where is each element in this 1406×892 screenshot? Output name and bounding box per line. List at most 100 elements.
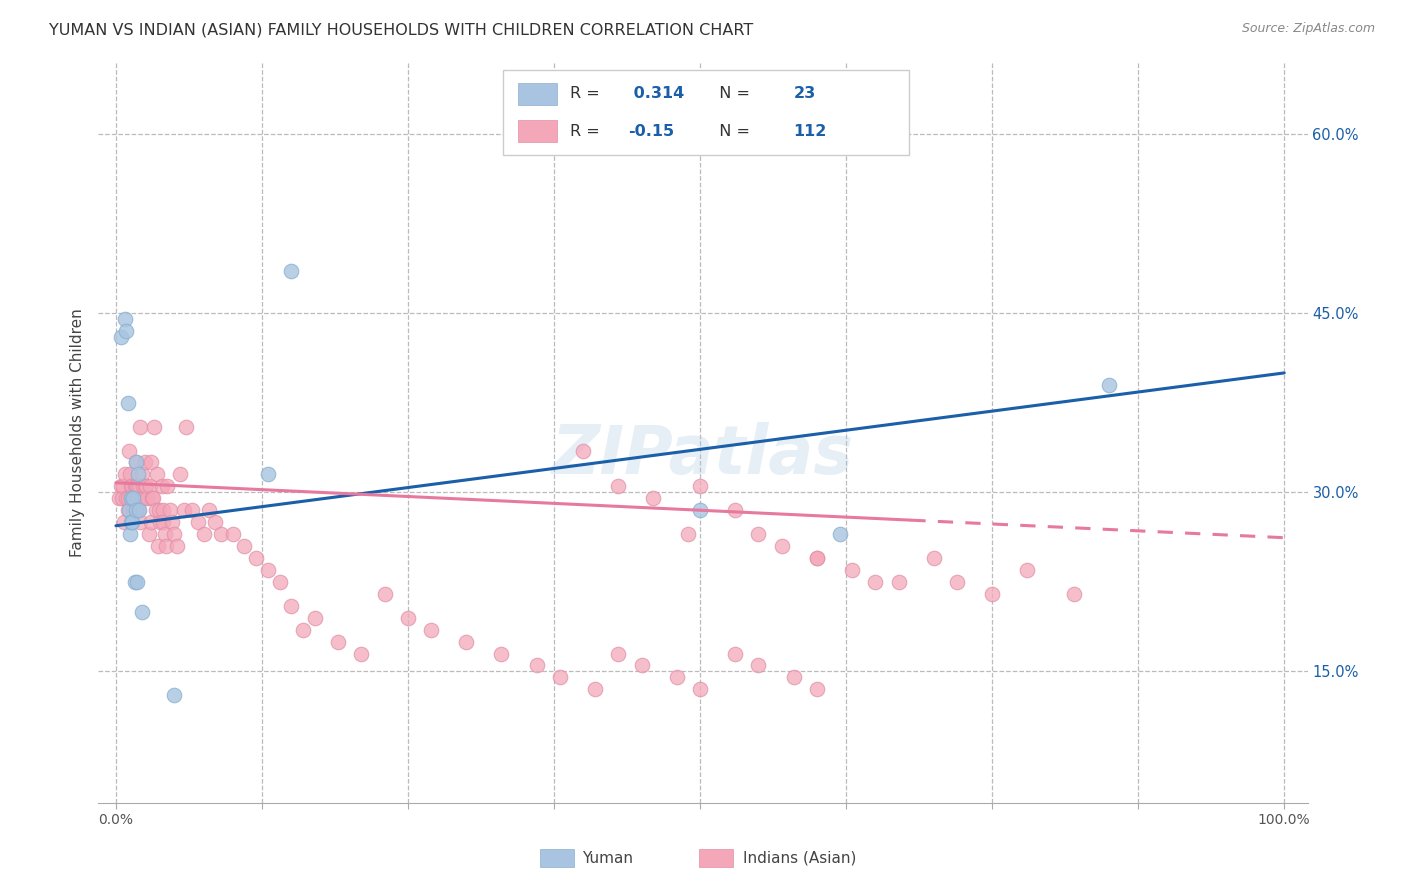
- Point: [678, 527, 700, 541]
- Point: [163, 689, 186, 703]
- Point: [131, 605, 153, 619]
- Point: [128, 503, 150, 517]
- Text: 112: 112: [793, 124, 827, 138]
- Point: [689, 479, 711, 493]
- Point: [145, 503, 167, 517]
- Point: [120, 491, 142, 506]
- Point: [127, 467, 149, 482]
- Text: 0.314: 0.314: [628, 87, 685, 101]
- Point: [124, 479, 146, 493]
- Point: [134, 479, 156, 493]
- FancyBboxPatch shape: [699, 848, 734, 867]
- Point: [865, 574, 887, 589]
- Point: [114, 467, 136, 482]
- Point: [131, 491, 153, 506]
- Point: [160, 515, 183, 529]
- Point: [115, 491, 138, 506]
- Point: [770, 539, 793, 553]
- Point: [112, 515, 135, 529]
- FancyBboxPatch shape: [540, 848, 574, 867]
- Text: YUMAN VS INDIAN (ASIAN) FAMILY HOUSEHOLDS WITH CHILDREN CORRELATION CHART: YUMAN VS INDIAN (ASIAN) FAMILY HOUSEHOLD…: [49, 22, 754, 37]
- Point: [1063, 587, 1085, 601]
- Point: [689, 682, 711, 697]
- Point: [131, 467, 153, 482]
- Point: [148, 503, 170, 517]
- Point: [110, 479, 132, 493]
- Text: R =: R =: [569, 124, 605, 138]
- Point: [143, 419, 166, 434]
- Point: [269, 574, 291, 589]
- Point: [125, 455, 148, 469]
- Point: [256, 563, 278, 577]
- Point: [630, 658, 652, 673]
- Point: [180, 503, 202, 517]
- Point: [806, 682, 828, 697]
- Point: [122, 491, 145, 506]
- Point: [115, 324, 138, 338]
- Text: N =: N =: [709, 87, 755, 101]
- Point: [665, 670, 688, 684]
- Point: [121, 491, 143, 506]
- Point: [128, 479, 150, 493]
- Point: [163, 527, 186, 541]
- Point: [120, 491, 142, 506]
- FancyBboxPatch shape: [517, 83, 557, 104]
- Point: [127, 491, 149, 506]
- Point: [204, 515, 226, 529]
- Point: [129, 419, 152, 434]
- Point: [117, 503, 139, 517]
- Point: [806, 551, 828, 566]
- Point: [830, 527, 852, 541]
- Point: [118, 467, 141, 482]
- Point: [291, 623, 314, 637]
- Point: [136, 491, 159, 506]
- FancyBboxPatch shape: [503, 70, 908, 155]
- Point: [169, 467, 191, 482]
- Point: [152, 503, 174, 517]
- Y-axis label: Family Households with Children: Family Households with Children: [69, 309, 84, 557]
- Point: [841, 563, 863, 577]
- Text: ZIPatlas: ZIPatlas: [553, 422, 853, 488]
- Point: [326, 634, 349, 648]
- Point: [156, 479, 179, 493]
- Point: [420, 623, 443, 637]
- Point: [135, 479, 157, 493]
- Point: [125, 574, 148, 589]
- Point: [139, 479, 162, 493]
- Point: [159, 503, 181, 517]
- Point: [456, 634, 478, 648]
- Point: [150, 479, 173, 493]
- Point: [280, 264, 302, 278]
- Point: [120, 479, 142, 493]
- Point: [981, 587, 1004, 601]
- Point: [125, 455, 148, 469]
- Point: [304, 610, 326, 624]
- Point: [153, 527, 176, 541]
- Point: [120, 515, 142, 529]
- Point: [111, 491, 134, 506]
- Point: [643, 491, 665, 506]
- Text: Source: ZipAtlas.com: Source: ZipAtlas.com: [1241, 22, 1375, 36]
- Point: [548, 670, 571, 684]
- Point: [110, 330, 132, 344]
- Point: [222, 527, 245, 541]
- Point: [118, 443, 141, 458]
- Point: [233, 539, 256, 553]
- Point: [141, 491, 163, 506]
- Point: [747, 527, 769, 541]
- Point: [122, 503, 145, 517]
- Text: 23: 23: [793, 87, 815, 101]
- Point: [114, 312, 136, 326]
- Point: [118, 527, 141, 541]
- Point: [689, 503, 711, 517]
- Point: [128, 491, 150, 506]
- Point: [806, 551, 828, 566]
- Point: [374, 587, 396, 601]
- Point: [166, 539, 188, 553]
- Point: [111, 479, 134, 493]
- Point: [121, 515, 143, 529]
- Point: [583, 682, 606, 697]
- Point: [887, 574, 910, 589]
- Point: [245, 551, 267, 566]
- Text: N =: N =: [709, 124, 755, 138]
